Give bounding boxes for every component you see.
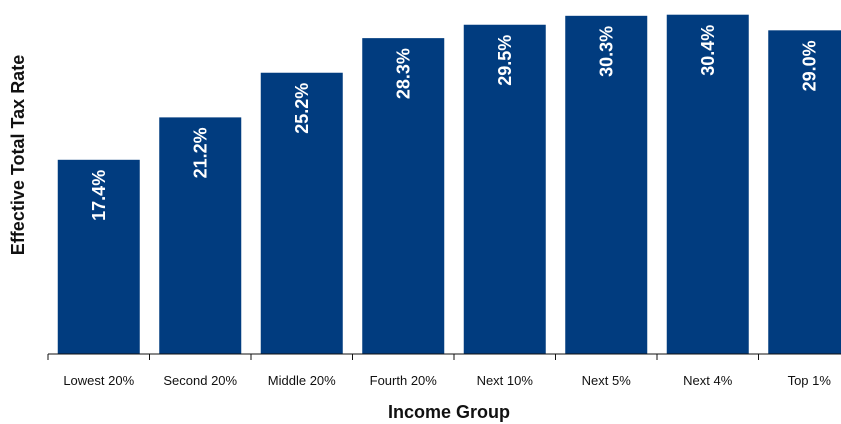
x-tick-label-second-20pct: Second 20% <box>163 373 237 388</box>
data-label-next-10pct: 29.5% <box>495 35 515 86</box>
bar-next-5pct <box>565 15 648 355</box>
bar-group-top-1pct: 29.0% <box>768 30 841 355</box>
bar-group-lowest-20pct: 17.4% <box>57 159 140 354</box>
bar-group-next-10pct: 29.5% <box>463 24 546 354</box>
bars-layer: 17.4% 21.2% 25.2% 28.3% 29.5% 30.3% 30.4% 29.0% <box>57 14 841 355</box>
x-tick-label-middle-20pct: Middle 20% <box>268 373 336 388</box>
bar-group-second-20pct: 21.2% <box>159 117 242 354</box>
bar-top-1pct <box>768 30 841 355</box>
data-label-second-20pct: 21.2% <box>190 127 210 178</box>
x-axis-title: Income Group <box>388 402 510 422</box>
data-label-next-4pct: 30.4% <box>698 25 718 76</box>
data-label-lowest-20pct: 17.4% <box>89 170 109 221</box>
data-label-fourth-20pct: 28.3% <box>393 48 413 99</box>
bar-lowest-20pct <box>57 159 140 354</box>
data-label-top-1pct: 29.0% <box>799 40 819 91</box>
bar-second-20pct <box>159 117 242 354</box>
bar-group-next-4pct: 30.4% <box>666 14 749 354</box>
data-label-middle-20pct: 25.2% <box>292 83 312 134</box>
data-label-next-5pct: 30.3% <box>596 26 616 77</box>
y-axis-title: Effective Total Tax Rate <box>8 55 28 255</box>
bar-next-4pct <box>666 14 749 354</box>
bar-middle-20pct <box>260 72 343 355</box>
bar-next-10pct <box>463 24 546 354</box>
bar-group-fourth-20pct: 28.3% <box>362 38 445 354</box>
x-ticks: Lowest 20% Second 20% Middle 20% Fourth 20%… <box>47 354 832 388</box>
x-tick-label-fourth-20pct: Fourth 20% <box>370 373 438 388</box>
x-tick-label-next-5pct: Next 5% <box>582 373 632 388</box>
x-tick-label-lowest-20pct: Lowest 20% <box>63 373 134 388</box>
bar-group-middle-20pct: 25.2% <box>260 72 343 355</box>
x-tick-label-next-4pct: Next 4% <box>683 373 733 388</box>
bar-fourth-20pct <box>362 38 445 354</box>
x-tick-label-top-1pct: Top 1% <box>788 373 832 388</box>
bar-group-next-5pct: 30.3% <box>565 15 648 355</box>
x-tick-label-next-10pct: Next 10% <box>477 373 534 388</box>
